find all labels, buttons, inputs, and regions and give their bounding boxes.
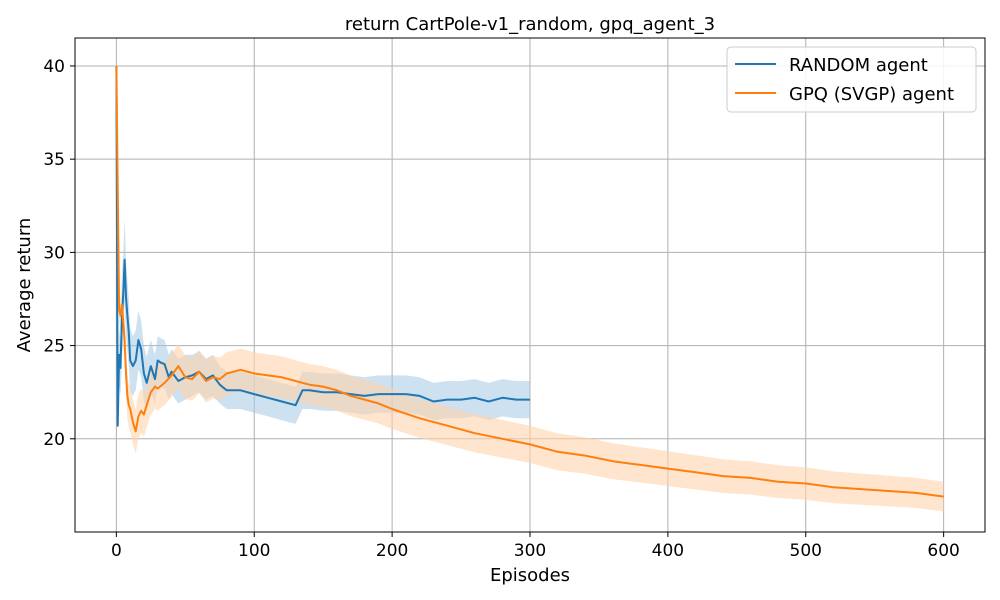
y-tick-label: 25: [43, 337, 65, 357]
grid: [75, 38, 985, 532]
legend-label-random: RANDOM agent: [789, 55, 928, 76]
y-tick-label: 20: [43, 430, 65, 450]
chart-title: return CartPole-v1_random, gpq_agent_3: [345, 14, 715, 35]
y-axis-label: Average return: [14, 218, 35, 353]
y-axis-ticks: 20 25 30 35 40: [43, 57, 75, 450]
series-line-gpq: [115, 65, 944, 498]
band-gpq: [116, 60, 944, 512]
x-axis-ticks: 0 100 200 300 400 500 600: [111, 532, 960, 561]
x-axis-label: Episodes: [490, 565, 570, 586]
x-tick-label: 100: [238, 541, 270, 561]
x-tick-label: 400: [652, 541, 684, 561]
x-tick-label: 500: [790, 541, 822, 561]
confidence-bands: [116, 60, 944, 512]
y-tick-label: 30: [43, 243, 65, 263]
y-tick-label: 40: [43, 57, 65, 77]
legend: RANDOM agent GPQ (SVGP) agent: [726, 46, 977, 113]
x-tick-label: 300: [514, 541, 546, 561]
band-random: [116, 66, 531, 426]
x-tick-label: 200: [376, 541, 408, 561]
legend-box: [726, 46, 977, 113]
x-tick-label: 0: [111, 541, 122, 561]
y-tick-label: 35: [43, 150, 65, 170]
legend-label-gpq: GPQ (SVGP) agent: [789, 84, 954, 105]
x-tick-label: 600: [927, 541, 959, 561]
series-lines: [115, 65, 944, 498]
